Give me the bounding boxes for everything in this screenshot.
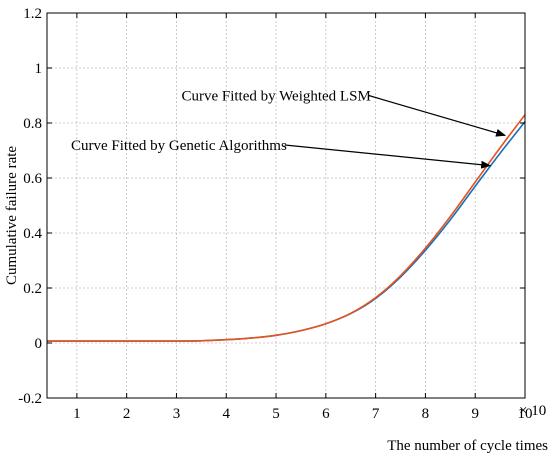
x-tick-label: 7 bbox=[372, 406, 380, 422]
y-tick-label: -0.2 bbox=[18, 391, 42, 407]
annotation-genetic-algorithms-text: Curve Fitted by Genetic Algorithms bbox=[71, 138, 287, 154]
plot-frame bbox=[46, 12, 526, 399]
annotation-layer: Curve Fitted by Weighted LSM Curve Fitted… bbox=[71, 89, 507, 169]
x-axis-label: The number of cycle times bbox=[387, 438, 548, 454]
annotation-weighted-lsm-arrow bbox=[368, 94, 507, 137]
y-axis-label: Cumulative failure rate bbox=[4, 146, 20, 285]
y-tick-label: 0.6 bbox=[23, 171, 42, 187]
series-line-genetic-algorithms bbox=[46, 121, 526, 342]
x-tick-label: 4 bbox=[223, 406, 231, 422]
x-axis-multiplier-base: × 10 bbox=[519, 403, 546, 419]
x-axis-multiplier: × 10 5 bbox=[519, 399, 550, 419]
series-line-weighted-lsm bbox=[46, 114, 526, 342]
annotation-weighted-lsm-text: Curve Fitted by Weighted LSM bbox=[181, 89, 370, 105]
x-tick-label: 1 bbox=[73, 406, 81, 422]
x-tick-label: 8 bbox=[422, 406, 430, 422]
x-tick-label: 9 bbox=[471, 406, 479, 422]
grid-layer bbox=[47, 13, 525, 398]
x-tick-label: 6 bbox=[322, 406, 330, 422]
annotation-genetic-algorithms-arrow bbox=[284, 144, 492, 169]
y-tick-label: 0.4 bbox=[23, 226, 42, 242]
x-tick-label: 5 bbox=[272, 406, 280, 422]
x-tick-label: 10 bbox=[518, 406, 533, 422]
y-tick-label: 0.8 bbox=[23, 116, 42, 132]
tick-layer: 1 2 3 4 5 6 7 8 9 10 -0.2 0 0.2 0.4 0.6 0.8 1 1.2 bbox=[18, 6, 532, 422]
y-tick-label: 0 bbox=[35, 336, 43, 352]
x-tick-label: 3 bbox=[173, 406, 181, 422]
series-layer bbox=[46, 114, 526, 342]
y-tick-label: 0.2 bbox=[23, 281, 42, 297]
x-tick-label: 2 bbox=[123, 406, 131, 422]
y-tick-label: 1.2 bbox=[23, 6, 42, 22]
y-tick-label: 1 bbox=[35, 61, 43, 77]
